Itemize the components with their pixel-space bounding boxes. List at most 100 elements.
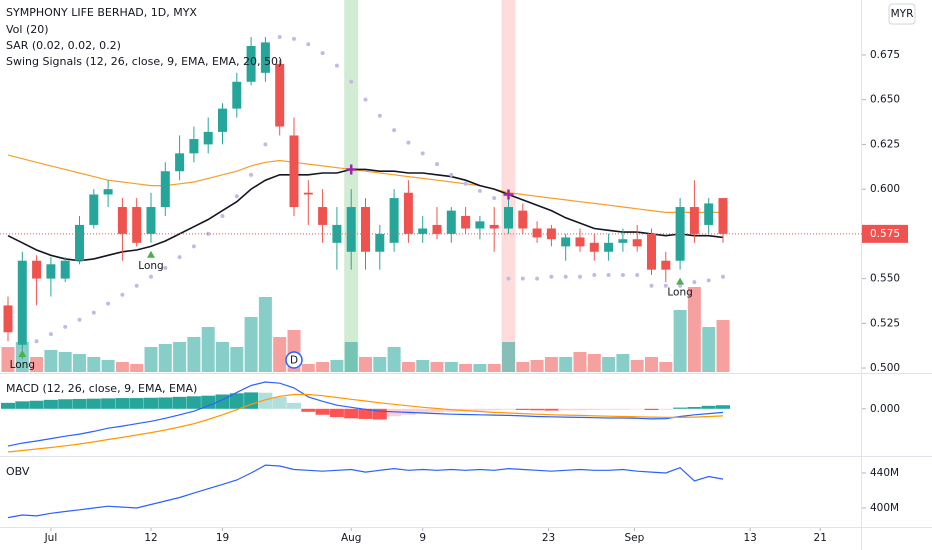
candle-body xyxy=(604,242,614,252)
macd-histogram-bar xyxy=(658,408,673,410)
candle-body xyxy=(46,264,56,279)
sar-dot xyxy=(477,188,482,193)
candle-body xyxy=(289,135,299,208)
volume-bar xyxy=(201,327,215,372)
macd-line xyxy=(7,393,724,453)
macd-histogram-bar xyxy=(287,402,301,409)
sar-dot xyxy=(106,301,111,306)
sar-dot xyxy=(578,274,582,279)
indicator-label: MACD (12, 26, close, 9, EMA, EMA) xyxy=(6,382,197,395)
macd-histogram-bar xyxy=(587,408,602,410)
volume-bar xyxy=(73,354,86,372)
long-arrow xyxy=(676,277,685,285)
macd-histogram-bar xyxy=(487,408,502,411)
sar-dot xyxy=(263,142,268,147)
sar-dot xyxy=(649,283,654,288)
sar-dot xyxy=(449,172,454,177)
indicator-label: SAR (0.02, 0.02, 0.2) xyxy=(6,39,121,52)
sar-dot xyxy=(563,274,568,279)
volume-bar xyxy=(359,357,372,372)
ema-slow-line xyxy=(7,154,723,213)
candle-body xyxy=(117,207,127,234)
volume-bar xyxy=(573,352,587,372)
macd-histogram-bar xyxy=(144,397,158,409)
chart-title: SYMPHONY LIFE BERHAD, 1D, MYX xyxy=(6,6,197,19)
y-tick-label: 0.525 xyxy=(870,317,900,329)
volume-bar xyxy=(602,357,616,372)
long-arrow xyxy=(147,250,155,258)
volume-bar xyxy=(30,357,44,372)
sar-dot xyxy=(91,310,96,315)
sar-dot xyxy=(334,63,339,68)
macd-histogram-bar xyxy=(415,408,430,414)
macd-histogram-bar xyxy=(29,400,44,409)
sar-dot xyxy=(606,273,611,278)
macd-histogram-bar xyxy=(573,408,587,411)
volume-bar xyxy=(716,320,730,372)
candle-body xyxy=(260,42,270,73)
candle-body xyxy=(518,210,528,229)
currency-label[interactable]: MYR xyxy=(891,8,914,20)
candle-body xyxy=(546,228,556,240)
volume-bar xyxy=(216,342,229,372)
long-arrow xyxy=(18,350,27,357)
indicator-label: Swing Signals (12, 26, close, 9, EMA, EM… xyxy=(6,55,282,68)
volume-bar xyxy=(373,357,387,372)
last-price-box xyxy=(862,224,908,243)
volume-bar xyxy=(544,357,558,372)
volume-bar xyxy=(230,347,244,372)
volume-bar xyxy=(687,287,701,372)
sar-dot xyxy=(692,280,697,285)
sar-dot xyxy=(34,339,39,344)
macd-histogram-bar xyxy=(673,407,688,409)
volume-bar xyxy=(702,327,716,372)
sar-dot xyxy=(663,283,668,288)
macd-histogram-bar xyxy=(329,408,344,418)
macd-histogram-bar xyxy=(158,397,173,409)
cross-marker xyxy=(503,189,514,200)
sar-dot xyxy=(706,278,711,283)
candle-body xyxy=(318,207,328,225)
sar-dot xyxy=(277,35,282,40)
macd-histogram-bar xyxy=(644,408,659,410)
sar-dot xyxy=(435,162,439,167)
candle-body xyxy=(175,153,185,172)
x-tick-label: Jul xyxy=(44,532,58,544)
candle-body xyxy=(589,242,599,252)
volume-bar xyxy=(130,364,144,372)
candle-body xyxy=(275,63,285,127)
sar-dot xyxy=(77,317,82,322)
candle-body xyxy=(160,171,170,208)
signal-highlight xyxy=(344,0,359,372)
sar-dot xyxy=(635,273,640,278)
candle-body xyxy=(647,233,656,270)
x-tick-label: 23 xyxy=(542,532,555,544)
obv-line xyxy=(7,464,724,519)
sar-dot xyxy=(535,276,540,281)
volume-bar xyxy=(459,364,473,372)
macd-histogram-bar xyxy=(272,396,287,409)
candle-body xyxy=(704,203,714,225)
dividend-label: D xyxy=(290,355,298,367)
candle-body xyxy=(632,239,642,247)
volume-bar xyxy=(158,344,172,372)
currency-badge[interactable] xyxy=(888,3,916,25)
candle-body xyxy=(146,207,156,234)
macd-histogram-bar xyxy=(615,408,630,410)
signal-label: Long xyxy=(138,260,163,272)
macd-histogram-bar xyxy=(387,408,402,417)
volume-bar xyxy=(273,337,287,372)
sar-dot xyxy=(721,274,725,279)
volume-bar xyxy=(401,362,415,372)
indicator-label: Vol (20) xyxy=(6,23,49,36)
macd-histogram-bar xyxy=(701,405,716,409)
macd-histogram-bar xyxy=(716,405,730,409)
volume-bar xyxy=(530,360,544,372)
sar-dot xyxy=(377,113,382,118)
x-tick-label: Sep xyxy=(624,532,644,544)
y-tick-label: 0.550 xyxy=(870,273,900,285)
volume-bar xyxy=(87,357,101,372)
